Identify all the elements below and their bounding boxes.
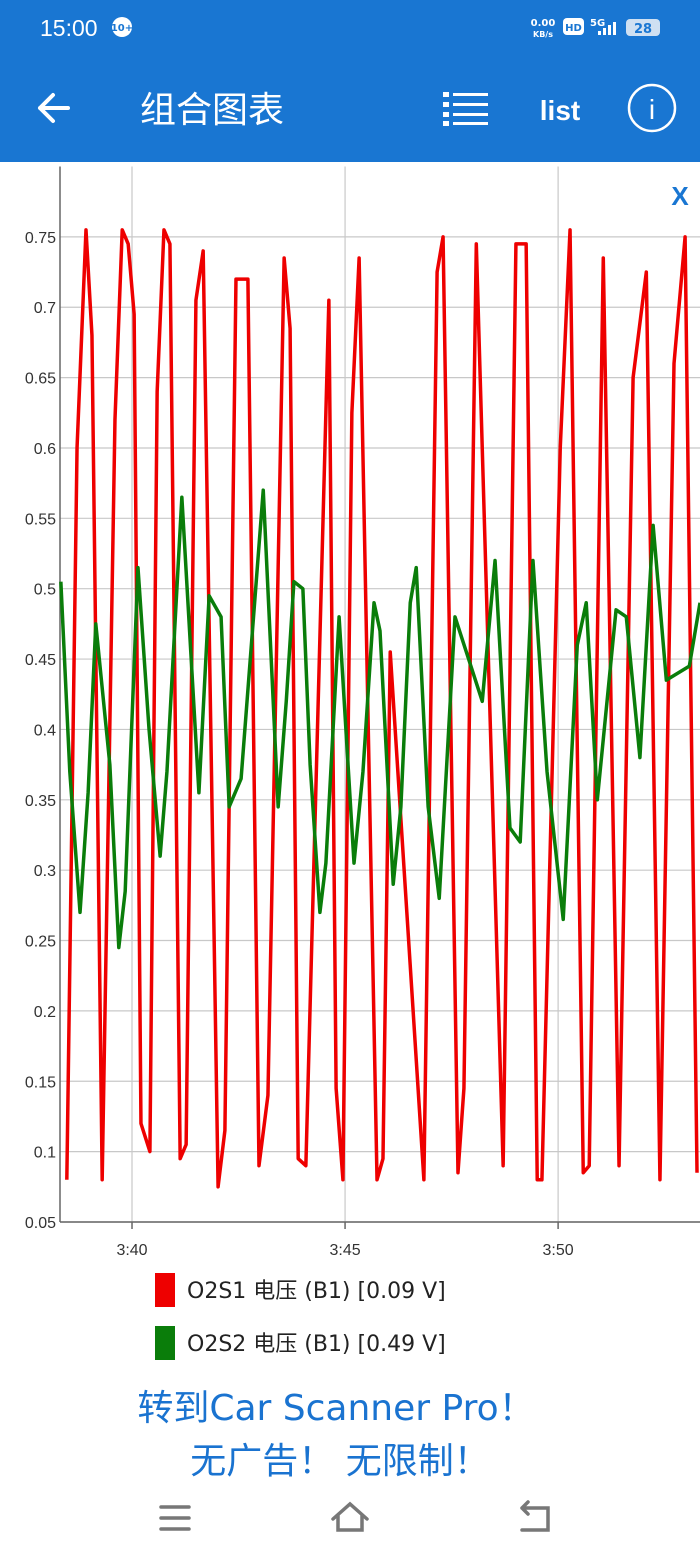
chart: 0.05 0.1 0.15 0.2 0.25 0.3 0.35 0.4 0.45 0.5 0.55 0… xyxy=(25,166,700,1259)
hd-label: HD xyxy=(565,23,582,34)
y-tick-label: 0.25 xyxy=(25,934,56,951)
nav-bar xyxy=(159,1500,550,1532)
net-speed: 0.00 xyxy=(531,18,556,29)
y-tick-label: 0.4 xyxy=(34,722,56,739)
y-tick-label: 0.5 xyxy=(34,582,56,599)
signal-label: 5G xyxy=(590,18,605,29)
nav-back[interactable] xyxy=(520,1500,550,1532)
y-tick-label: 0.35 xyxy=(25,793,56,810)
promo-line[interactable]: 转到Car Scanner Pro！ xyxy=(137,1388,534,1429)
data-line xyxy=(59,488,700,950)
legend-label: O2S2 电压 (B1) [0.49 V] xyxy=(187,1332,446,1357)
info-icon: i xyxy=(649,94,655,125)
legend-label: O2S1 电压 (B1) [0.09 V] xyxy=(187,1279,446,1304)
list-icon[interactable] xyxy=(443,92,488,126)
x-tick-label: 3:45 xyxy=(329,1242,360,1259)
y-tick-label: 0.45 xyxy=(25,652,56,669)
promo-line[interactable]: 无广告！ 无限制！ xyxy=(190,1441,489,1482)
status-time: 15:00 xyxy=(40,15,98,41)
badge-bg xyxy=(112,17,132,37)
nav-menu[interactable] xyxy=(159,1505,191,1531)
data-line xyxy=(65,228,699,1189)
y-tick-label: 0.75 xyxy=(25,230,56,247)
y-tick-label: 0.6 xyxy=(34,441,56,458)
net-unit: KB/s xyxy=(533,30,553,39)
y-tick-label: 0.3 xyxy=(34,863,56,880)
app-title: 组合图表 xyxy=(140,90,284,131)
x-tick-label: 3:40 xyxy=(116,1242,147,1259)
legend: O2S1 电压 (B1) [0.09 V] O2S2 电压 (B1) [0.49 … xyxy=(155,1273,446,1360)
y-tick-label: 0.7 xyxy=(34,300,56,317)
y-tick-label: 0.2 xyxy=(34,1004,56,1021)
y-tick-label: 0.55 xyxy=(25,511,56,528)
battery-level: 28 xyxy=(634,22,652,37)
signal-bars xyxy=(598,22,616,35)
status-badge: 10+ xyxy=(111,23,133,34)
x-tick-label: 3:50 xyxy=(543,1242,574,1259)
nav-home[interactable] xyxy=(331,1501,369,1532)
list-button[interactable]: list xyxy=(540,95,580,126)
info-button[interactable] xyxy=(627,83,677,133)
back-button[interactable] xyxy=(38,93,70,123)
y-tick-label: 0.1 xyxy=(34,1145,56,1162)
legend-swatch xyxy=(155,1326,175,1360)
y-tick-label: 0.65 xyxy=(25,371,56,388)
legend-swatch xyxy=(155,1273,175,1307)
chart-close[interactable]: X xyxy=(671,181,689,211)
battery xyxy=(626,19,660,36)
y-tick-label: 0.15 xyxy=(25,1074,56,1091)
y-tick-label: 0.05 xyxy=(25,1215,56,1232)
hd-bg xyxy=(563,18,584,35)
